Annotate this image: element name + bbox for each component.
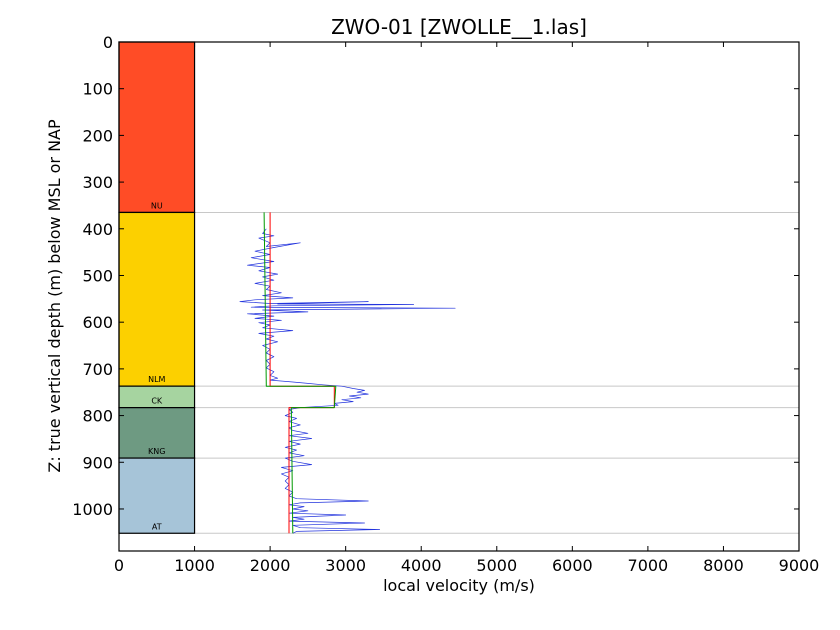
plot-background bbox=[119, 42, 799, 551]
x-tick-label: 3000 bbox=[325, 556, 366, 575]
formation-label: KNG bbox=[148, 447, 165, 456]
plot-frame bbox=[118, 41, 800, 552]
x-tick-label: 5000 bbox=[476, 556, 517, 575]
series-line-0 bbox=[239, 228, 456, 534]
x-tick-label: 0 bbox=[114, 556, 124, 575]
formation-layer-nu bbox=[118, 41, 196, 214]
y-tick-label: 300 bbox=[82, 173, 113, 192]
x-tick-label: 6000 bbox=[552, 556, 593, 575]
series-line-2 bbox=[263, 212, 337, 534]
chart-title: ZWO-01 [ZWOLLE__1.las] bbox=[331, 15, 587, 39]
y-tick-label: 700 bbox=[82, 360, 113, 379]
formation-label: AT bbox=[152, 522, 162, 531]
y-tick-label: 500 bbox=[82, 266, 113, 285]
y-tick-label: 400 bbox=[82, 220, 113, 239]
formation-layer-nlm bbox=[118, 211, 196, 387]
y-tick-label: 100 bbox=[82, 80, 113, 99]
y-tick-label: 900 bbox=[82, 453, 113, 472]
y-tick-label: 600 bbox=[82, 313, 113, 332]
y-tick-label: 0 bbox=[103, 33, 113, 52]
formation-label: CK bbox=[151, 397, 163, 406]
x-tick-label: 8000 bbox=[703, 556, 744, 575]
formation-label: NU bbox=[151, 201, 163, 210]
formation-layer-at bbox=[118, 457, 196, 534]
y-tick-label: 200 bbox=[82, 126, 113, 145]
series-line-1 bbox=[269, 212, 335, 534]
x-tick-label: 2000 bbox=[250, 556, 291, 575]
x-tick-label: 9000 bbox=[779, 556, 820, 575]
x-tick-label: 7000 bbox=[628, 556, 669, 575]
x-axis-label: local velocity (m/s) bbox=[383, 576, 535, 595]
formation-label: NLM bbox=[148, 375, 165, 384]
y-tick-label: 1000 bbox=[72, 500, 113, 519]
y-axis-label: Z: true vertical depth (m) below MSL or … bbox=[45, 119, 64, 473]
x-tick-label: 1000 bbox=[174, 556, 215, 575]
x-tick-label: 4000 bbox=[401, 556, 442, 575]
y-tick-label: 800 bbox=[82, 407, 113, 426]
